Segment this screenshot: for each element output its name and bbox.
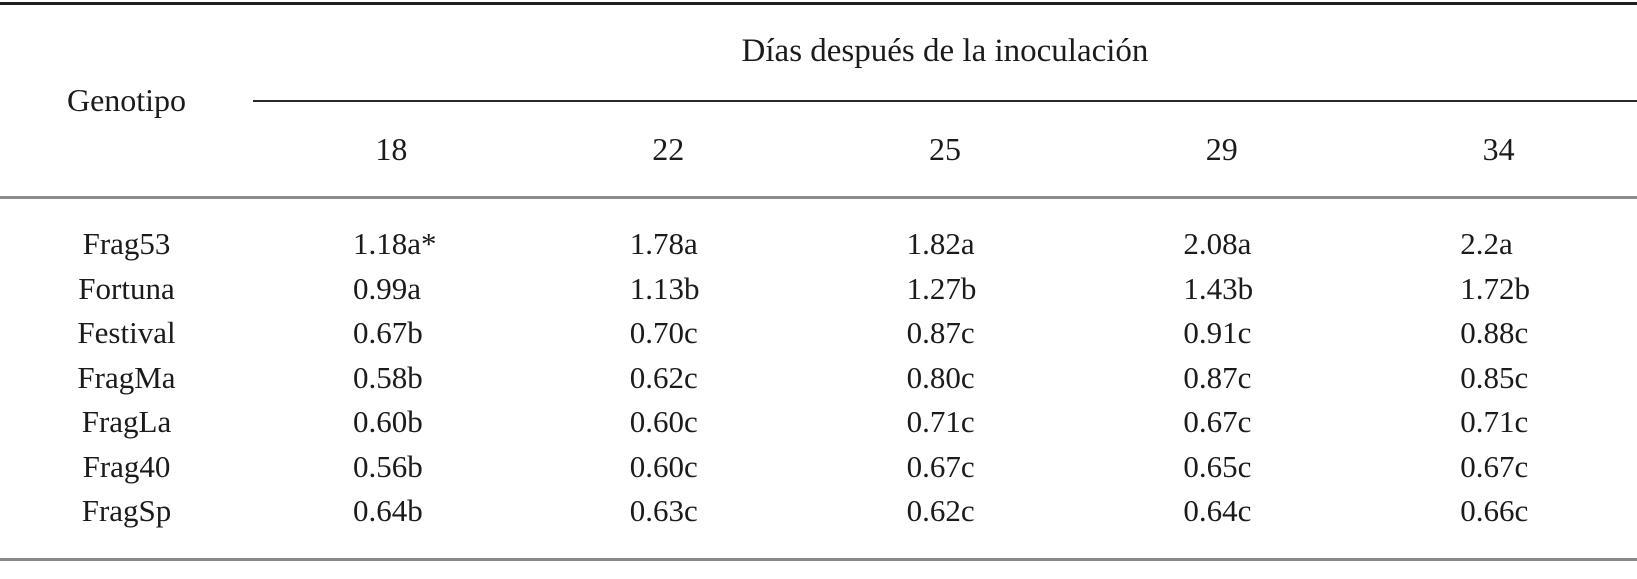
table-row: FragSp 0.64b 0.63c 0.62c 0.64c 0.66c: [0, 489, 1637, 534]
data-cell: 0.67c: [906, 448, 975, 484]
data-cell: 1.82a: [906, 226, 975, 262]
table-row: Fortuna 0.99a 1.13b 1.27b 1.43b 1.72b: [0, 267, 1637, 312]
data-cell: 0.67c: [1183, 404, 1252, 440]
data-cell: 0.80c: [906, 359, 975, 395]
data-cell: 0.71c: [906, 404, 975, 440]
data-cell: 0.67b: [353, 315, 423, 351]
data-cell: 0.56b: [353, 448, 423, 484]
data-cell: 0.62c: [906, 493, 975, 529]
data-cell: 1.18a*: [353, 226, 437, 262]
data-cell: 0.62c: [629, 359, 698, 395]
row-label-frag40: Frag40: [82, 448, 171, 484]
data-cell: 0.85c: [1460, 359, 1529, 395]
data-cell: 0.64c: [1183, 493, 1252, 529]
data-cell: 0.66c: [1460, 493, 1529, 529]
day-header-34: 34: [1482, 131, 1515, 167]
data-cell: 0.60c: [629, 404, 698, 440]
table-body: Frag53 1.18a* 1.78a 1.82a 2.08a 2.2a For…: [0, 222, 1637, 534]
data-cell: 0.88c: [1460, 315, 1529, 351]
data-cell: 0.65c: [1183, 448, 1252, 484]
day-header-row: 18 22 25 29 34: [253, 131, 1637, 168]
table-row: FragLa 0.60b 0.60c 0.71c 0.67c 0.71c: [0, 400, 1637, 445]
data-cell: 0.58b: [353, 359, 423, 395]
group-header-days-after-inoculation: Días después de la inoculación: [741, 33, 1149, 69]
table-row: Frag40 0.56b 0.60c 0.67c 0.65c 0.67c: [0, 445, 1637, 490]
data-cell: 0.91c: [1183, 315, 1252, 351]
table-row: Festival 0.67b 0.70c 0.87c 0.91c 0.88c: [0, 311, 1637, 356]
column-header-genotype: Genotipo: [66, 82, 187, 118]
table-row: Frag53 1.18a* 1.78a 1.82a 2.08a 2.2a: [0, 222, 1637, 267]
data-cell: 0.99a: [353, 270, 422, 306]
day-header-25: 25: [928, 131, 961, 167]
data-cell: 0.70c: [629, 315, 698, 351]
day-header-29: 29: [1205, 131, 1238, 167]
day-header-22: 22: [652, 131, 685, 167]
table-top-rule: [0, 2, 1637, 5]
data-cell: 0.87c: [906, 315, 975, 351]
data-cell: 0.60c: [629, 448, 698, 484]
row-label-fragsp: FragSp: [81, 493, 172, 529]
data-cell: 1.13b: [629, 270, 700, 306]
row-label-fortuna: Fortuna: [78, 270, 175, 306]
table-row: FragMa 0.58b 0.62c 0.80c 0.87c 0.85c: [0, 356, 1637, 401]
data-cell: 1.27b: [906, 270, 977, 306]
data-cell: 1.72b: [1460, 270, 1530, 306]
header-body-separator-rule: [0, 196, 1637, 199]
row-label-fragla: FragLa: [81, 404, 172, 440]
data-cell: 0.67c: [1460, 448, 1529, 484]
data-cell: 1.78a: [629, 226, 698, 262]
data-cell: 0.87c: [1183, 359, 1252, 395]
data-cell: 2.08a: [1183, 226, 1252, 262]
data-cell: 2.2a: [1460, 226, 1513, 262]
row-label-frag53: Frag53: [82, 226, 171, 262]
table-bottom-rule: [0, 558, 1637, 561]
data-cell: 1.43b: [1183, 270, 1254, 306]
data-cell: 0.63c: [629, 493, 698, 529]
group-header-underline-rule: [253, 100, 1637, 102]
day-header-18: 18: [375, 131, 408, 167]
row-label-fragma: FragMa: [77, 359, 176, 395]
row-label-festival: Festival: [77, 315, 176, 351]
data-cell: 0.60b: [353, 404, 423, 440]
data-cell: 0.64b: [353, 493, 423, 529]
data-cell: 0.71c: [1460, 404, 1529, 440]
